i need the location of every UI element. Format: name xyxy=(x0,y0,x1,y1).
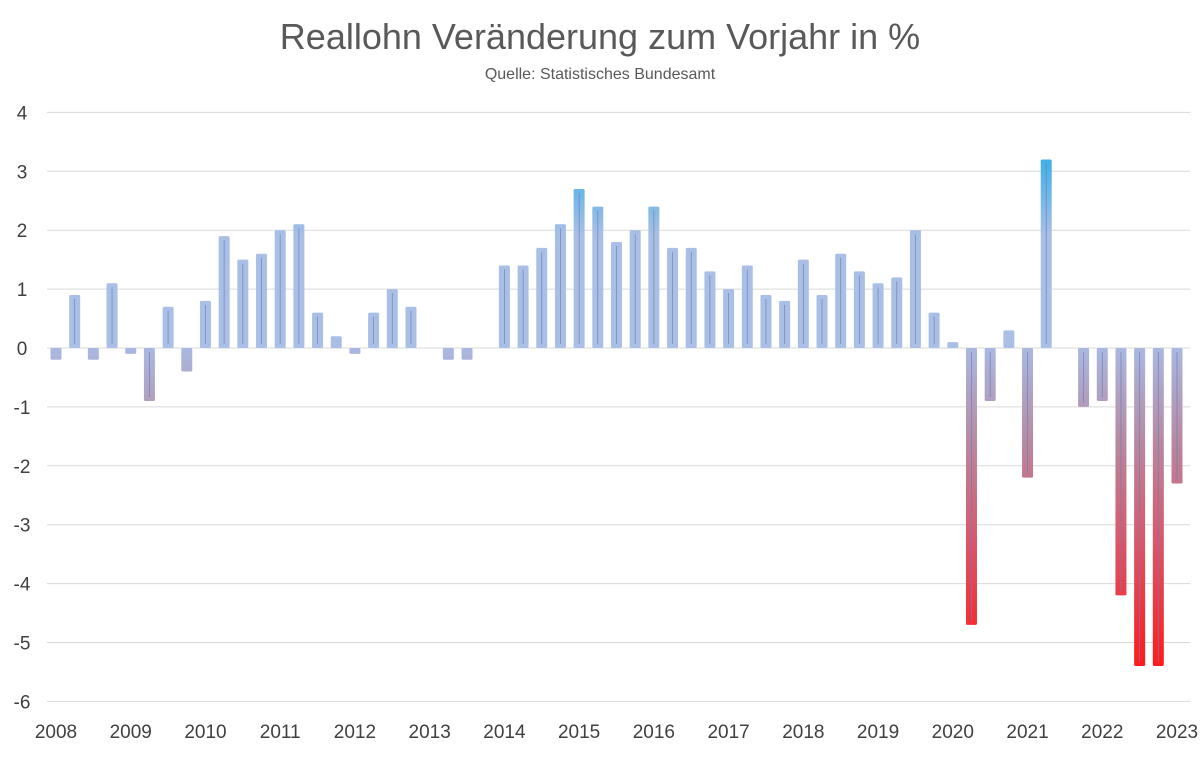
x-tick-label: 2021 xyxy=(1006,722,1048,743)
y-tick-label: 1 xyxy=(17,280,28,301)
x-tick-label: 2018 xyxy=(782,722,824,743)
x-tick-label: 2020 xyxy=(932,722,974,743)
chart-subtitle: Quelle: Statistisches Bundesamt xyxy=(484,66,716,83)
x-tick-label: 2014 xyxy=(483,722,526,743)
x-tick-label: 2017 xyxy=(707,722,749,743)
chart-title: Reallohn Veränderung zum Vorjahr in % xyxy=(279,16,921,57)
x-tick-label: 2011 xyxy=(260,722,301,743)
x-tick-label: 2023 xyxy=(1156,722,1198,743)
y-tick-label: 3 xyxy=(17,162,28,183)
bar xyxy=(349,348,361,354)
bar xyxy=(330,336,342,348)
x-tick-label: 2015 xyxy=(558,722,600,743)
y-tick-label: -5 xyxy=(14,634,31,655)
x-tick-label: 2009 xyxy=(110,722,152,743)
bar xyxy=(181,348,193,372)
y-tick-label: -1 xyxy=(14,398,31,419)
y-tick-label: -4 xyxy=(14,575,31,596)
x-tick-label: 2008 xyxy=(35,722,77,743)
y-tick-label: 0 xyxy=(17,339,28,360)
y-tick-label: 2 xyxy=(17,221,28,242)
x-tick-label: 2022 xyxy=(1081,722,1123,743)
bar xyxy=(50,348,62,360)
x-tick-label: 2010 xyxy=(184,722,226,743)
y-tick-label: -6 xyxy=(14,692,31,713)
x-tick-label: 2013 xyxy=(409,722,451,743)
bar xyxy=(87,348,99,360)
bar xyxy=(1003,330,1015,348)
bar xyxy=(442,348,454,360)
y-tick-label: -3 xyxy=(14,516,31,537)
y-tick-label: 4 xyxy=(17,103,28,124)
x-tick-label: 2019 xyxy=(857,722,899,743)
x-tick-label: 2012 xyxy=(334,722,376,743)
x-tick-label: 2016 xyxy=(633,722,675,743)
y-tick-label: -2 xyxy=(14,457,31,478)
bar xyxy=(461,348,473,360)
bar xyxy=(125,348,137,354)
bar xyxy=(947,342,959,348)
